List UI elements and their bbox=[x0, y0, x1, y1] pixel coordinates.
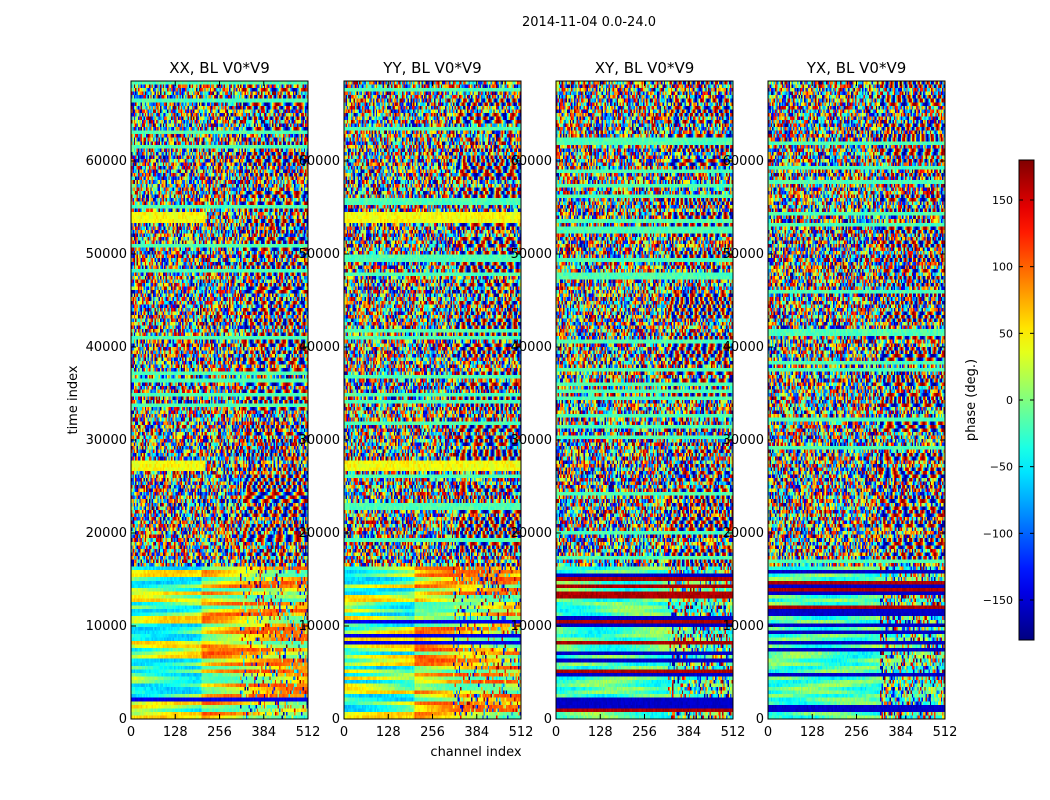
colorbar-tick-label: 0 bbox=[1006, 394, 1013, 407]
panel-title: XX, BL V0*V9 bbox=[169, 59, 270, 77]
panel-3: XY, BL V0*V9 0 128 256 384 512 0 10000 20000 3000… bbox=[511, 59, 746, 740]
panel-1: XX, BL V0*V9 0 128 256 384 512 0 10000 20000 3000… bbox=[86, 59, 321, 740]
colorbar-tick-label: −150 bbox=[983, 594, 1013, 607]
x-tick-label: 512 bbox=[933, 725, 958, 740]
y-axis-label: time index bbox=[66, 365, 81, 434]
colorbar-tick-label: −100 bbox=[983, 527, 1013, 540]
x-tick-label: 512 bbox=[721, 725, 746, 740]
x-tick-label: 256 bbox=[632, 725, 657, 740]
y-tick-label: 50000 bbox=[723, 247, 764, 262]
y-tick-label: 40000 bbox=[511, 340, 552, 355]
panel-title: XY, BL V0*V9 bbox=[595, 59, 695, 77]
colorbar-tick-label: 150 bbox=[992, 194, 1013, 207]
panel-title: YX, BL V0*V9 bbox=[806, 59, 907, 77]
panels: XX, BL V0*V9 0 128 256 384 512 0 10000 20000 3000… bbox=[86, 59, 958, 740]
y-tick-label: 60000 bbox=[299, 154, 340, 169]
heatmap-image bbox=[556, 81, 733, 719]
x-axis-label: channel index bbox=[430, 745, 521, 760]
x-tick-label: 256 bbox=[420, 725, 445, 740]
y-tick-label: 40000 bbox=[723, 340, 764, 355]
x-tick-label: 512 bbox=[296, 725, 321, 740]
colorbar-label: phase (deg.) bbox=[964, 359, 979, 441]
x-tick-label: 0 bbox=[552, 725, 560, 740]
y-tick-label: 50000 bbox=[299, 247, 340, 262]
y-tick-label: 20000 bbox=[299, 526, 340, 541]
figure-suptitle: 2014-11-04 0.0-24.0 bbox=[522, 15, 656, 30]
y-tick-label: 20000 bbox=[86, 526, 127, 541]
x-tick-label: 0 bbox=[340, 725, 348, 740]
y-tick-label: 20000 bbox=[723, 526, 764, 541]
x-tick-label: 0 bbox=[127, 725, 135, 740]
x-tick-label: 384 bbox=[251, 725, 276, 740]
y-tick-label: 10000 bbox=[86, 619, 127, 634]
y-tick-label: 10000 bbox=[299, 619, 340, 634]
y-tick-label: 20000 bbox=[511, 526, 552, 541]
panel-2: YY, BL V0*V9 0 128 256 384 512 0 10000 20000 3000… bbox=[299, 59, 534, 740]
y-tick-label: 40000 bbox=[86, 340, 127, 355]
heatmap-image bbox=[131, 81, 308, 719]
colorbar: 150 100 50 0 −50 −100 −150 bbox=[983, 159, 1035, 641]
colorbar-tick-label: −50 bbox=[990, 461, 1013, 474]
x-tick-label: 512 bbox=[509, 725, 534, 740]
y-tick-label: 50000 bbox=[86, 247, 127, 262]
x-tick-label: 0 bbox=[764, 725, 772, 740]
y-tick-label: 50000 bbox=[511, 247, 552, 262]
y-tick-label: 0 bbox=[544, 712, 552, 727]
y-tick-label: 40000 bbox=[299, 340, 340, 355]
x-tick-label: 384 bbox=[888, 725, 913, 740]
x-tick-label: 128 bbox=[588, 725, 613, 740]
x-tick-label: 384 bbox=[464, 725, 489, 740]
y-tick-label: 0 bbox=[332, 712, 340, 727]
y-tick-label: 30000 bbox=[511, 433, 552, 448]
y-tick-label: 10000 bbox=[723, 619, 764, 634]
x-tick-label: 256 bbox=[844, 725, 869, 740]
colorbar-tick-label: 50 bbox=[999, 327, 1013, 340]
y-tick-label: 60000 bbox=[86, 154, 127, 169]
x-tick-label: 128 bbox=[163, 725, 188, 740]
colorbar-tick-label: 100 bbox=[992, 261, 1013, 274]
x-tick-label: 384 bbox=[676, 725, 701, 740]
y-tick-label: 30000 bbox=[723, 433, 764, 448]
panel-4: YX, BL V0*V9 0 128 256 384 512 0 10000 20000 3000… bbox=[723, 59, 958, 740]
heatmap-image bbox=[344, 81, 521, 719]
y-tick-label: 10000 bbox=[511, 619, 552, 634]
y-tick-label: 0 bbox=[119, 712, 127, 727]
y-tick-label: 0 bbox=[756, 712, 764, 727]
panel-title: YY, BL V0*V9 bbox=[382, 59, 481, 77]
x-tick-label: 256 bbox=[207, 725, 232, 740]
x-tick-label: 128 bbox=[376, 725, 401, 740]
y-tick-label: 30000 bbox=[86, 433, 127, 448]
heatmap-image bbox=[768, 81, 945, 719]
y-tick-label: 60000 bbox=[511, 154, 552, 169]
y-tick-label: 60000 bbox=[723, 154, 764, 169]
y-tick-label: 30000 bbox=[299, 433, 340, 448]
x-tick-label: 128 bbox=[800, 725, 825, 740]
